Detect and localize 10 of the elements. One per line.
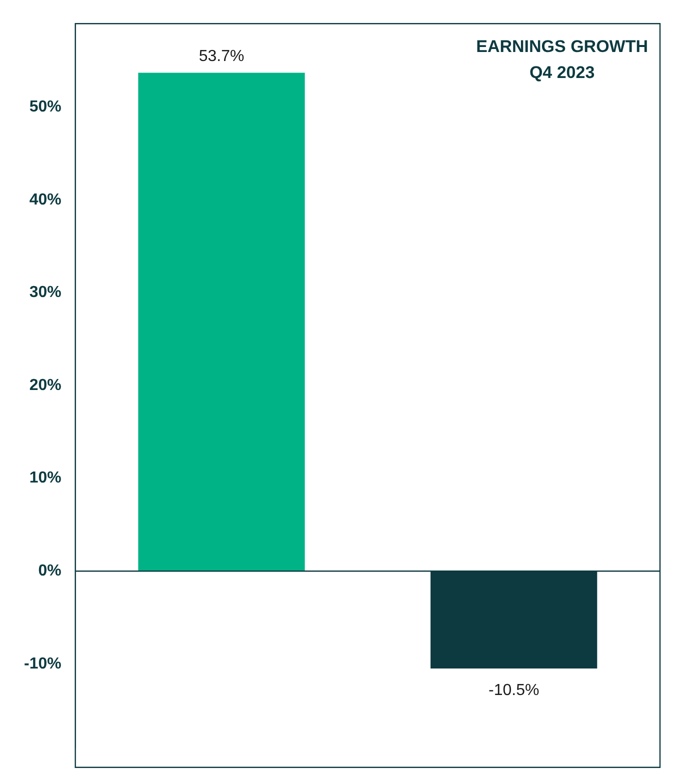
y-tick-label: 20% — [29, 376, 62, 394]
y-tick-label: -10% — [24, 655, 62, 672]
y-tick-label: 10% — [29, 470, 62, 487]
text: EARNINGS GROWTH Q4 2023 — [476, 36, 648, 84]
y-tick-label: 0% — [38, 562, 62, 580]
data-label: -10.5% — [488, 682, 540, 699]
y-tick-label: 30% — [29, 284, 62, 302]
data-label: 53.7% — [198, 48, 244, 66]
y-tick-label: 40% — [29, 191, 62, 208]
y-tick-label: 50% — [29, 98, 62, 116]
